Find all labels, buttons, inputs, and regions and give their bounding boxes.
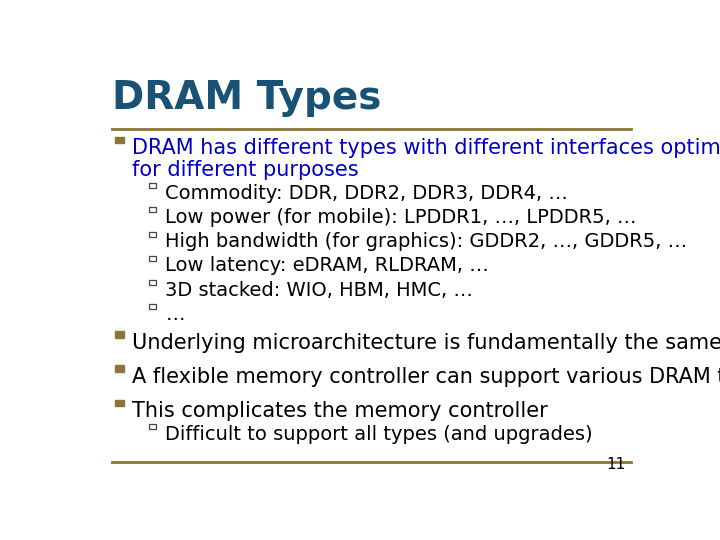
Bar bbox=[149, 232, 156, 237]
Bar bbox=[149, 280, 156, 285]
Text: for different purposes: for different purposes bbox=[132, 160, 359, 180]
Bar bbox=[115, 366, 124, 372]
Bar bbox=[115, 332, 124, 338]
Text: 11: 11 bbox=[606, 457, 626, 472]
Text: Commodity: DDR, DDR2, DDR3, DDR4, …: Commodity: DDR, DDR2, DDR3, DDR4, … bbox=[166, 184, 568, 203]
Text: …: … bbox=[166, 305, 185, 323]
Text: 3D stacked: WIO, HBM, HMC, …: 3D stacked: WIO, HBM, HMC, … bbox=[166, 281, 473, 300]
Text: High bandwidth (for graphics): GDDR2, …, GDDR5, …: High bandwidth (for graphics): GDDR2, …,… bbox=[166, 232, 688, 251]
Text: A flexible memory controller can support various DRAM types: A flexible memory controller can support… bbox=[132, 367, 720, 387]
Text: DRAM Types: DRAM Types bbox=[112, 79, 382, 117]
Text: Difficult to support all types (and upgrades): Difficult to support all types (and upgr… bbox=[166, 426, 593, 444]
Bar bbox=[149, 207, 156, 212]
Text: This complicates the memory controller: This complicates the memory controller bbox=[132, 401, 548, 421]
Text: DRAM has different types with different interfaces optimized: DRAM has different types with different … bbox=[132, 138, 720, 158]
Text: Low latency: eDRAM, RLDRAM, …: Low latency: eDRAM, RLDRAM, … bbox=[166, 256, 489, 275]
Bar bbox=[149, 183, 156, 188]
Text: Low power (for mobile): LPDDR1, …, LPDDR5, …: Low power (for mobile): LPDDR1, …, LPDDR… bbox=[166, 208, 636, 227]
Bar bbox=[149, 424, 156, 429]
Text: Underlying microarchitecture is fundamentally the same: Underlying microarchitecture is fundamen… bbox=[132, 333, 720, 353]
Bar bbox=[115, 400, 124, 406]
Bar bbox=[149, 304, 156, 309]
Bar bbox=[149, 255, 156, 261]
Bar bbox=[115, 137, 124, 144]
